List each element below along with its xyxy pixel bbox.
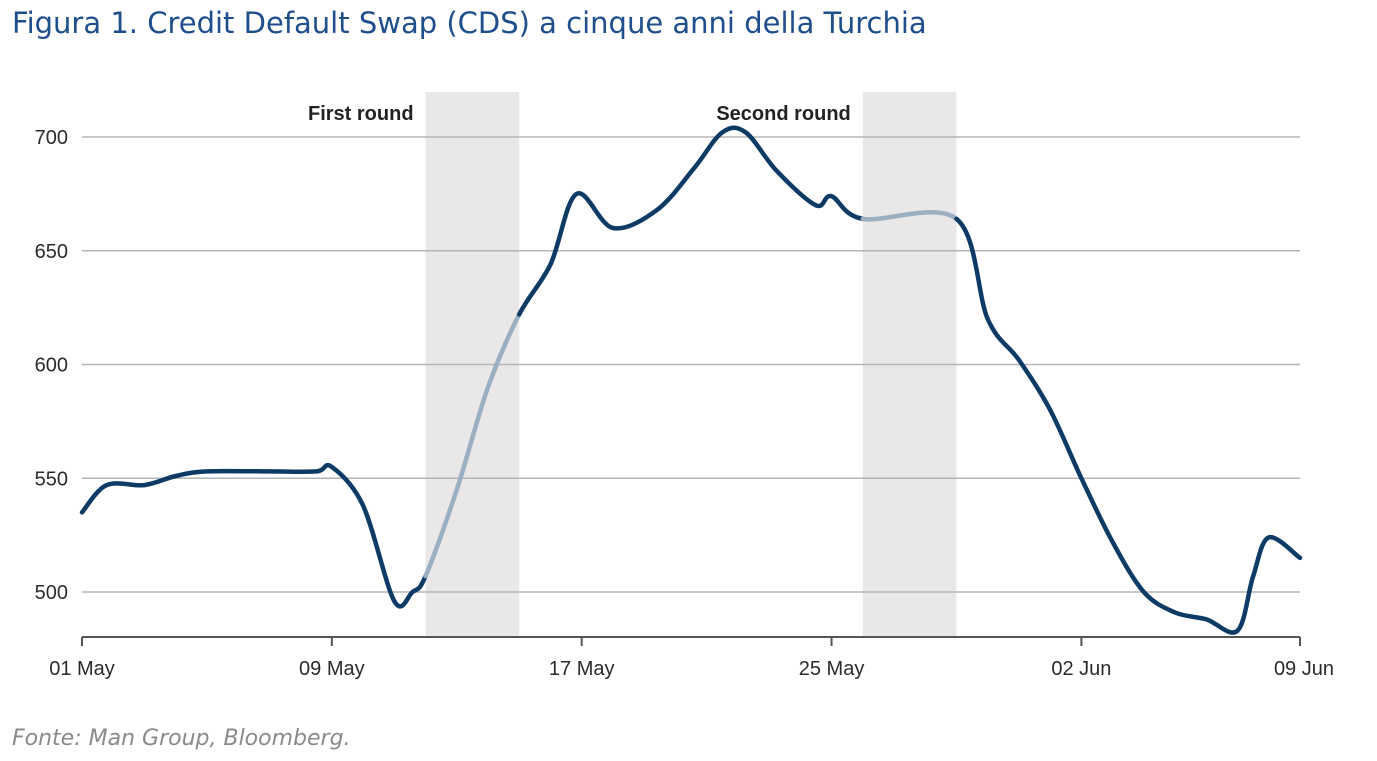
series-lines <box>79 125 1303 635</box>
y-tick-label: 500 <box>35 582 68 604</box>
series-line-band-segment <box>423 312 522 579</box>
x-tick-label: 02 Jun <box>1051 658 1111 680</box>
source-note: Fonte: Man Group, Bloomberg. <box>12 726 351 751</box>
x-tick-label: 09 May <box>299 658 365 680</box>
x-tick-label: 09 Jun <box>1274 658 1334 680</box>
round-label: Second round <box>716 103 850 125</box>
series-line-band-segment <box>860 210 959 222</box>
y-tick-label: 700 <box>35 127 68 149</box>
series-line-segment <box>516 125 866 317</box>
y-tick-label: 550 <box>35 468 68 490</box>
x-tick-label: 25 May <box>799 658 865 680</box>
y-tick-label: 600 <box>35 355 68 377</box>
round-label: First round <box>308 103 414 125</box>
gridlines <box>82 136 1300 593</box>
x-tick-label: 01 May <box>49 658 115 680</box>
x-tick-label: 17 May <box>549 658 615 680</box>
series-line-segment <box>954 216 1303 635</box>
series-line-segment <box>79 462 428 609</box>
x-axis-ticks: 01 May 09 May 17 May 25 May 02 Jun 09 Jun <box>49 637 1334 680</box>
y-axis-ticks: 500 550 600 650 700 <box>35 127 68 604</box>
y-tick-label: 650 <box>35 241 68 263</box>
chart-title: Figura 1. Credit Default Swap (CDS) a ci… <box>12 6 927 40</box>
chart-area: First round Second round 500550600650700 … <box>35 92 1334 680</box>
